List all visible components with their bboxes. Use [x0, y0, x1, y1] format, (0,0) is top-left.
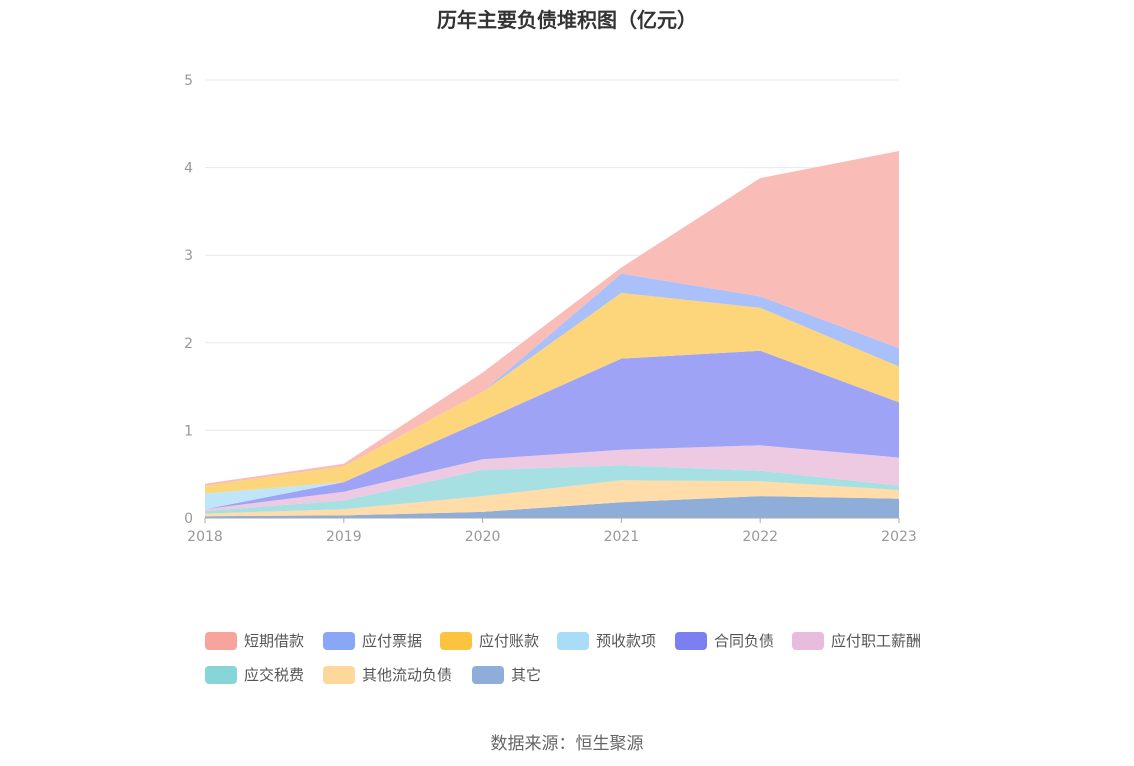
area-合同负债	[205, 350, 899, 510]
area-chart: 0 1 2 3 4 5 2018 2019 2020 2021 2022 2023	[184, 73, 917, 545]
y-tick-label: 2	[184, 336, 193, 352]
legend-item[interactable]: 应付票据	[323, 630, 422, 651]
legend-label: 预收款项	[596, 632, 657, 650]
area-应付职工薪酬	[205, 445, 899, 511]
legend-swatch	[323, 665, 355, 684]
x-tick-label: 2021	[604, 529, 640, 545]
legend-item[interactable]: 合同负债	[675, 630, 774, 651]
legend-label: 应付职工薪酬	[831, 632, 922, 650]
legend-item[interactable]: 其他流动负债	[323, 664, 452, 685]
legend-swatch	[205, 665, 237, 684]
area-短期借款	[205, 151, 899, 486]
area-预收款项	[205, 350, 899, 510]
area-应付账款	[205, 292, 899, 494]
legend-item[interactable]: 应交税费	[205, 664, 304, 685]
legend-swatch	[675, 631, 707, 650]
legend-item[interactable]: 预收款项	[557, 630, 656, 651]
y-tick-label: 4	[184, 161, 193, 177]
x-tick-label: 2022	[742, 529, 778, 545]
y-tick-label: 0	[184, 511, 193, 527]
legend-swatch	[323, 631, 355, 650]
area-series	[205, 151, 899, 518]
area-其他流动负债	[205, 480, 899, 517]
legend-swatch	[557, 631, 589, 650]
legend-item[interactable]: 应付职工薪酬	[792, 630, 921, 651]
legend-swatch	[472, 665, 504, 684]
chart-title: 历年主要负债堆积图（亿元）	[437, 8, 697, 32]
y-tick-label: 5	[184, 73, 193, 89]
x-tick-label: 2019	[326, 529, 362, 545]
legend-item[interactable]: 其它	[472, 664, 541, 685]
legend-label: 合同负债	[714, 632, 775, 650]
x-tick-label: 2023	[881, 529, 917, 545]
area-应交税费	[205, 465, 899, 514]
legend-label: 短期借款	[244, 632, 305, 650]
legend-item[interactable]: 短期借款	[205, 630, 304, 651]
x-tick-label: 2020	[465, 529, 501, 545]
legend-swatch	[792, 631, 824, 650]
legend-label: 应付票据	[362, 632, 423, 650]
legend-swatch	[440, 631, 472, 650]
legend-item[interactable]: 应付账款	[440, 630, 539, 651]
data-source: 数据来源：恒生聚源	[490, 734, 644, 754]
legend-swatch	[205, 631, 237, 650]
legend-label: 应付账款	[479, 632, 540, 650]
axes: 0 1 2 3 4 5 2018 2019 2020 2021 2022 2023	[184, 73, 917, 545]
area-其它	[205, 496, 899, 518]
legend-label: 其他流动负债	[362, 666, 453, 684]
legend-label: 其它	[511, 666, 542, 684]
y-tick-label: 3	[184, 248, 193, 264]
y-tick-label: 1	[184, 423, 193, 439]
legend-label: 应交税费	[244, 666, 305, 684]
x-tick-label: 2018	[187, 529, 223, 545]
